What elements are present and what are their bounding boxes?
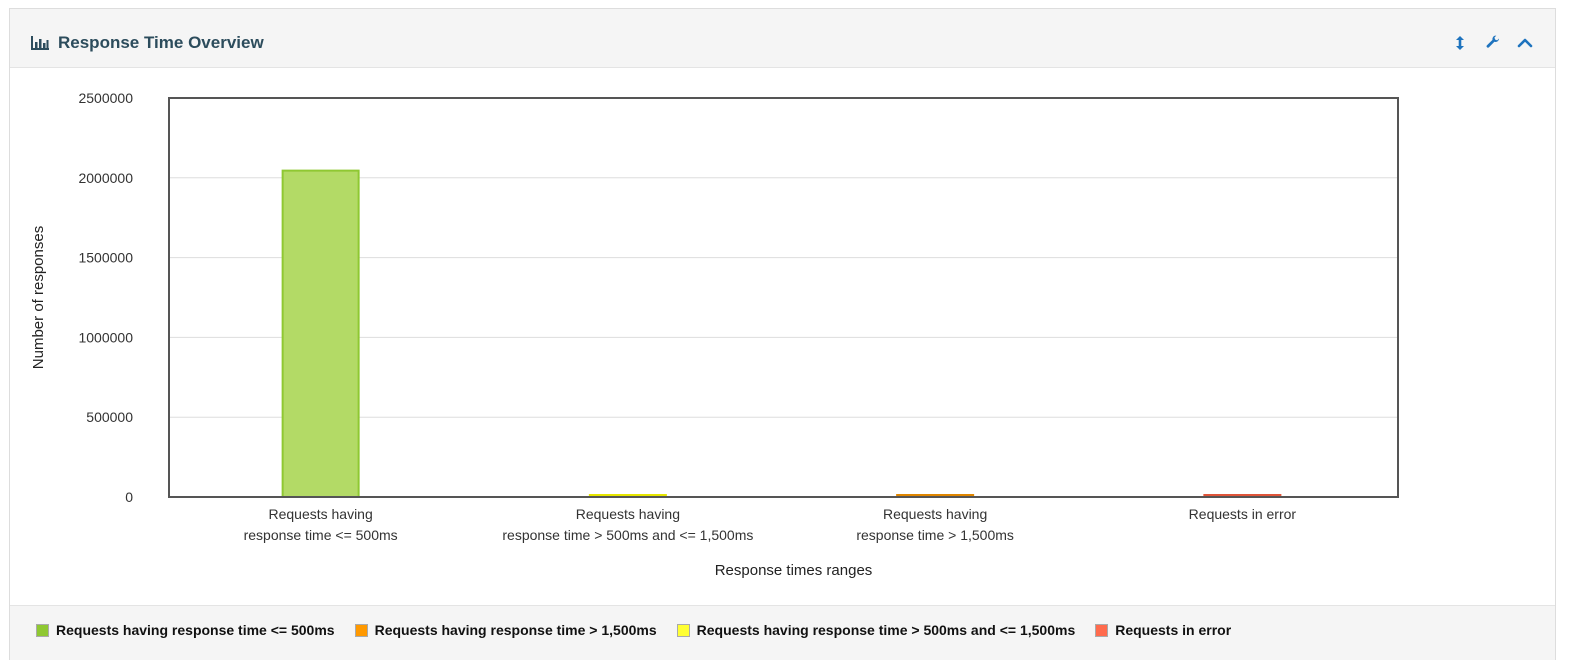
legend-label: Requests having response time <= 500ms — [56, 622, 335, 638]
chart-area: 0 500000 1000000 1500000 2000000 2500000 Reque… — [10, 69, 1555, 605]
legend-label: Requests in error — [1115, 622, 1232, 638]
legend-item-500-1500ms[interactable]: Requests having response time > 500ms an… — [676, 622, 1076, 638]
x-tick-label: Requests having — [883, 506, 987, 522]
plot-border — [168, 97, 1399, 498]
legend-item-error[interactable]: Requests in error — [1095, 622, 1231, 638]
chevron-up-icon[interactable] — [1517, 35, 1533, 51]
x-tick-label: response time > 1,500ms — [856, 527, 1014, 543]
panel-title-text: Response Time Overview — [58, 33, 264, 52]
wrench-icon[interactable] — [1485, 35, 1499, 51]
response-time-panel: Response Time Overview 0 500000 1000000 150… — [9, 8, 1556, 660]
y-tick-label: 500000 — [86, 409, 133, 425]
x-axis-label: Response times ranges — [715, 562, 873, 579]
panel-title: Response Time Overview — [30, 31, 264, 55]
y-tick-label: 2000000 — [78, 170, 133, 186]
y-tick-label: 0 — [125, 489, 133, 505]
legend-bar: Requests having response time <= 500ms R… — [10, 605, 1555, 660]
legend-swatch — [354, 623, 368, 637]
panel-header: Response Time Overview — [10, 9, 1555, 68]
legend-swatch — [676, 623, 690, 637]
bar — [281, 169, 360, 498]
bar-chart-icon — [30, 35, 50, 51]
legend-swatch — [36, 623, 49, 637]
legend-item-gt-1500ms[interactable]: Requests having response time > 1,500ms — [354, 622, 657, 638]
x-tick-label: Requests in error — [1189, 506, 1297, 522]
legend-item-le-500ms[interactable]: Requests having response time <= 500ms — [36, 622, 335, 638]
x-tick-label: Requests having — [268, 506, 372, 522]
legend-swatch — [1095, 623, 1109, 637]
resize-vertical-icon[interactable] — [1453, 35, 1467, 51]
y-tick-label: 1000000 — [78, 329, 133, 345]
x-tick-label: Requests having — [576, 506, 680, 522]
y-tick-label: 1500000 — [78, 250, 133, 266]
chart-legend: Requests having response time <= 500ms R… — [36, 622, 1231, 638]
x-tick-label: response time > 500ms and <= 1,500ms — [502, 527, 753, 543]
bar-chart: 0 500000 1000000 1500000 2000000 2500000 Reque… — [30, 90, 1399, 579]
x-tick-label: response time <= 500ms — [244, 527, 398, 543]
legend-label: Requests having response time > 1,500ms — [374, 622, 657, 638]
legend-label: Requests having response time > 500ms an… — [696, 622, 1076, 638]
top-strip — [0, 0, 1569, 8]
panel-tools — [1453, 35, 1533, 51]
y-tick-label: 2500000 — [78, 90, 133, 106]
y-axis-label: Number of responses — [30, 226, 47, 369]
